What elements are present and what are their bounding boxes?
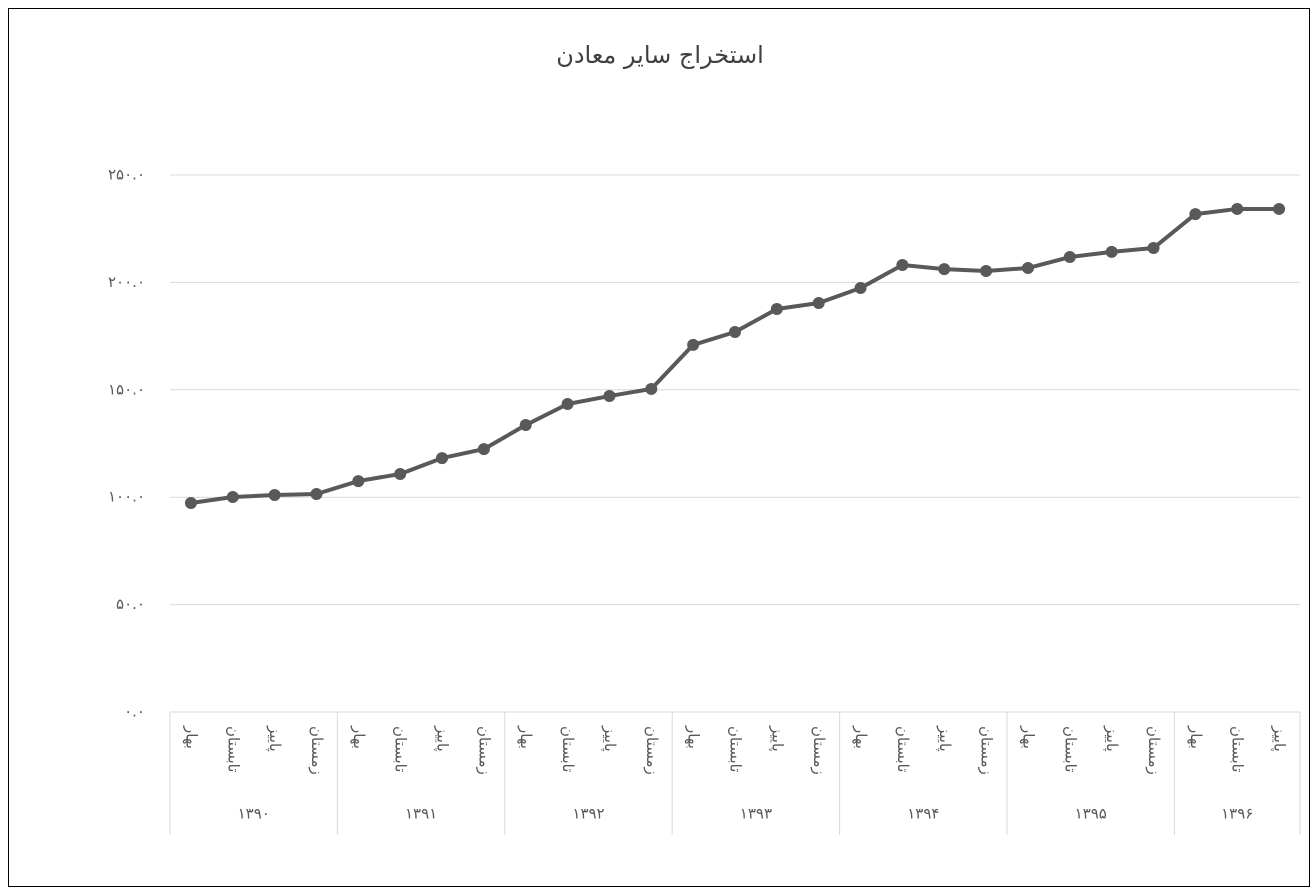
data-point [1273,202,1286,215]
data-point [477,443,490,456]
chart-frame [8,8,1310,887]
x-tick-label: پاییز [433,725,452,752]
data-point [226,490,239,503]
data-point [184,496,197,509]
data-point [1231,202,1244,215]
x-tick-label: بهار [182,725,200,749]
data-point [268,489,281,502]
data-point [812,297,825,310]
x-tick-label: بهار [517,725,535,749]
data-point [854,281,867,294]
y-tick-label: ۰.۰ [124,703,145,721]
data-point [394,468,407,481]
data-point [770,303,783,316]
x-tick-label: بهار [852,725,870,749]
data-point [729,326,741,339]
data-point [1021,262,1034,275]
y-tick-label: ۱۵۰.۰ [108,380,145,398]
x-tick-label: بهار [685,725,703,749]
data-point [1189,208,1202,221]
data-point [980,265,993,278]
x-tick-label: زمستان [810,726,828,775]
x-group-label: ۱۳۹۱ [405,805,437,823]
y-tick-label: ۵۰.۰ [116,595,145,613]
x-tick-label: تابستان [392,726,410,772]
data-point [896,259,909,272]
x-tick-label: تابستان [727,726,745,772]
data-point [1063,251,1076,264]
chart-title: استخراج سایر معادن [556,41,764,69]
x-tick-label: زمستان [978,726,996,775]
data-point [645,382,658,395]
x-tick-label: زمستان [308,726,326,775]
y-tick-label: ۲۰۰.۰ [108,273,145,291]
x-tick-label: بهار [1019,725,1037,749]
x-tick-label: پاییز [600,725,619,752]
x-group-label: ۱۳۹۶ [1221,805,1253,823]
x-group-label: ۱۳۹۵ [1075,805,1107,823]
x-tick-label: پاییز [1270,725,1289,752]
x-group-label: ۱۳۹۲ [572,805,604,823]
data-point [603,390,616,403]
x-group-label: ۱۳۹۴ [907,805,939,823]
x-tick-label: تابستان [1061,726,1079,772]
x-tick-label: تابستان [894,726,912,772]
data-point [561,397,574,410]
x-tick-label: پاییز [265,725,284,752]
x-tick-label: بهار [350,725,368,749]
x-tick-label: تابستان [1229,726,1247,772]
x-tick-label: پاییز [1102,725,1121,752]
x-tick-label: تابستان [224,726,242,772]
data-point [352,475,365,488]
x-tick-label: تابستان [559,726,577,772]
x-tick-label: پاییز [767,725,786,752]
y-tick-label: ۲۵۰.۰ [108,166,145,184]
x-tick-label: بهار [1187,725,1205,749]
x-tick-label: زمستان [1145,726,1163,775]
x-tick-label: زمستان [643,726,661,775]
data-point [687,338,700,351]
data-point [436,452,449,465]
data-point [310,487,323,500]
data-point [938,263,951,276]
data-point [1105,245,1118,258]
x-group-label: ۱۳۹۰ [238,805,270,823]
x-group-label: ۱۳۹۳ [740,805,772,823]
data-point [1147,242,1160,255]
y-tick-label: ۱۰۰.۰ [108,488,145,506]
data-point [519,419,532,432]
x-tick-label: پاییز [935,725,954,752]
x-tick-label: زمستان [475,726,493,775]
